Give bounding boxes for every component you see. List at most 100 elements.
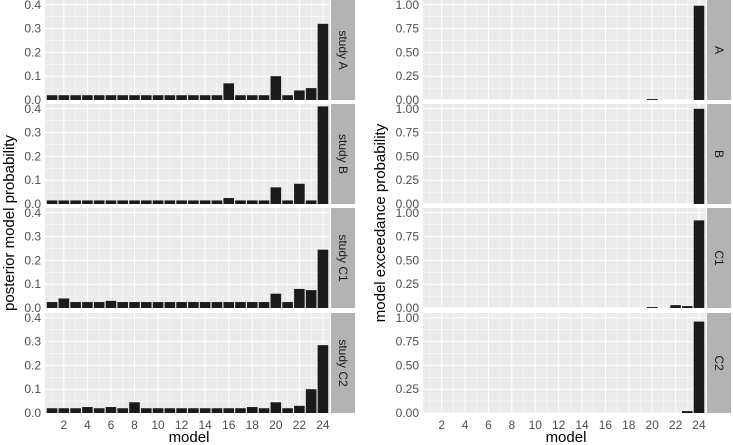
- bar-model-4: [82, 95, 93, 100]
- facet-strip: [331, 104, 355, 204]
- right-panel-4: 0.00 0.25 0.50 0.75 1.00 C2: [396, 311, 731, 420]
- facet-strip: [331, 0, 355, 100]
- bar-model-18: [246, 302, 258, 308]
- bar-model-12: [176, 408, 187, 413]
- x-tick-label: 18: [622, 418, 636, 432]
- y-tick-label: 0.75: [396, 126, 420, 140]
- left-panel-2: 0.0 0.1 0.2 0.3 0.4 study B: [24, 102, 355, 211]
- bar-model-24: [317, 345, 329, 413]
- left-panel-1: 0.0 0.1 0.2 0.3 0.4 study A: [24, 0, 355, 107]
- bar-model-6: [105, 95, 117, 100]
- bar-model-4: [82, 407, 93, 413]
- bar-model-18: [246, 95, 258, 100]
- left-x-axis-title: model: [169, 429, 210, 445]
- x-tick-label: 24: [316, 418, 330, 432]
- bar-model-23: [305, 200, 317, 204]
- bar-model-16: [223, 198, 235, 204]
- bar-model-23: [305, 290, 317, 308]
- bar-model-19: [258, 200, 270, 204]
- bar-model-15: [211, 200, 223, 204]
- bar-model-8: [129, 200, 140, 204]
- right-panel-3: 0.00 0.25 0.50 0.75 1.00 C1: [396, 206, 731, 315]
- y-tick-label: 0.0: [24, 406, 41, 420]
- facet-strip-label: study B: [336, 134, 350, 174]
- y-tick-label: 0.1: [24, 277, 41, 291]
- y-tick-label: 0.25: [396, 382, 420, 396]
- bar-model-22: [294, 90, 305, 100]
- bar-model-20: [270, 293, 282, 308]
- x-tick-label: 12: [552, 418, 566, 432]
- bar-model-13: [188, 200, 199, 204]
- bar-model-22: [670, 305, 681, 308]
- bar-model-10: [152, 408, 164, 413]
- bar-model-5: [93, 95, 105, 100]
- bar-model-14: [199, 200, 211, 204]
- x-tick-label: 14: [198, 418, 212, 432]
- right-panel-1: 0.00 0.25 0.50 0.75 1.00 A: [396, 0, 731, 107]
- bar-model-3: [70, 95, 81, 100]
- bar-model-6: [105, 407, 117, 413]
- x-tick-label: 4: [84, 418, 91, 432]
- y-tick-label: 0.4: [24, 0, 41, 12]
- bar-model-24: [317, 23, 329, 100]
- bar-model-11: [164, 408, 176, 413]
- bar-model-2: [58, 200, 70, 204]
- bar-model-13: [188, 95, 199, 100]
- bar-model-20: [270, 76, 282, 100]
- bar-model-6: [105, 200, 117, 204]
- x-tick-label: 20: [646, 418, 660, 432]
- facet-strip-label: B: [712, 150, 726, 158]
- y-tick-label: 0.00: [396, 93, 420, 107]
- bar-model-15: [211, 95, 223, 100]
- bar-model-17: [235, 408, 246, 413]
- facet-strip: [707, 104, 731, 204]
- bar-model-20: [270, 402, 282, 413]
- y-tick-label: 0.2: [24, 45, 41, 59]
- bar-model-17: [235, 302, 246, 308]
- bar-model-20: [270, 187, 282, 204]
- bar-model-24: [317, 106, 329, 204]
- bar-model-1: [46, 302, 58, 308]
- bar-model-24: [693, 108, 705, 204]
- bar-model-16: [223, 83, 235, 100]
- bar-model-7: [117, 302, 129, 308]
- bar-model-22: [294, 288, 305, 308]
- y-tick-label: 0.25: [396, 173, 420, 187]
- y-tick-label: 0.75: [396, 335, 420, 349]
- x-tick-label: 22: [669, 418, 683, 432]
- bar-model-17: [235, 95, 246, 100]
- bar-model-21: [282, 302, 293, 308]
- y-tick-label: 1.00: [396, 102, 420, 116]
- facet-strip-label: C1: [712, 250, 726, 266]
- bar-model-14: [199, 408, 211, 413]
- x-tick-label: 16: [599, 418, 613, 432]
- bar-model-16: [223, 408, 235, 413]
- bar-model-9: [140, 302, 152, 308]
- right-panel-2: 0.00 0.25 0.50 0.75 1.00 B: [396, 102, 731, 211]
- y-tick-label: 0.1: [24, 173, 41, 187]
- y-tick-label: 0.50: [396, 149, 420, 163]
- bar-model-8: [129, 402, 140, 413]
- bar-model-11: [164, 200, 176, 204]
- x-tick-label: 10: [529, 418, 543, 432]
- y-tick-label: 0.4: [24, 102, 41, 116]
- y-tick-label: 0.50: [396, 45, 420, 59]
- x-tick-label: 2: [60, 418, 67, 432]
- y-tick-label: 0.4: [24, 206, 41, 220]
- bar-model-3: [70, 200, 81, 204]
- x-tick-label: 6: [485, 418, 492, 432]
- bar-model-16: [223, 302, 235, 308]
- bar-model-21: [282, 200, 293, 204]
- bar-model-9: [140, 95, 152, 100]
- bar-model-10: [152, 302, 164, 308]
- facet-strip-label: study C2: [336, 339, 350, 387]
- facet-strip-label: C2: [712, 355, 726, 371]
- bar-model-10: [152, 95, 164, 100]
- bar-model-15: [211, 302, 223, 308]
- y-tick-label: 0.2: [24, 358, 41, 372]
- bar-model-23: [305, 389, 317, 413]
- bar-model-21: [282, 95, 293, 100]
- bar-model-14: [199, 302, 211, 308]
- x-tick-label: 18: [246, 418, 260, 432]
- right-chart: model exceedance probability model 0.000…: [372, 0, 731, 445]
